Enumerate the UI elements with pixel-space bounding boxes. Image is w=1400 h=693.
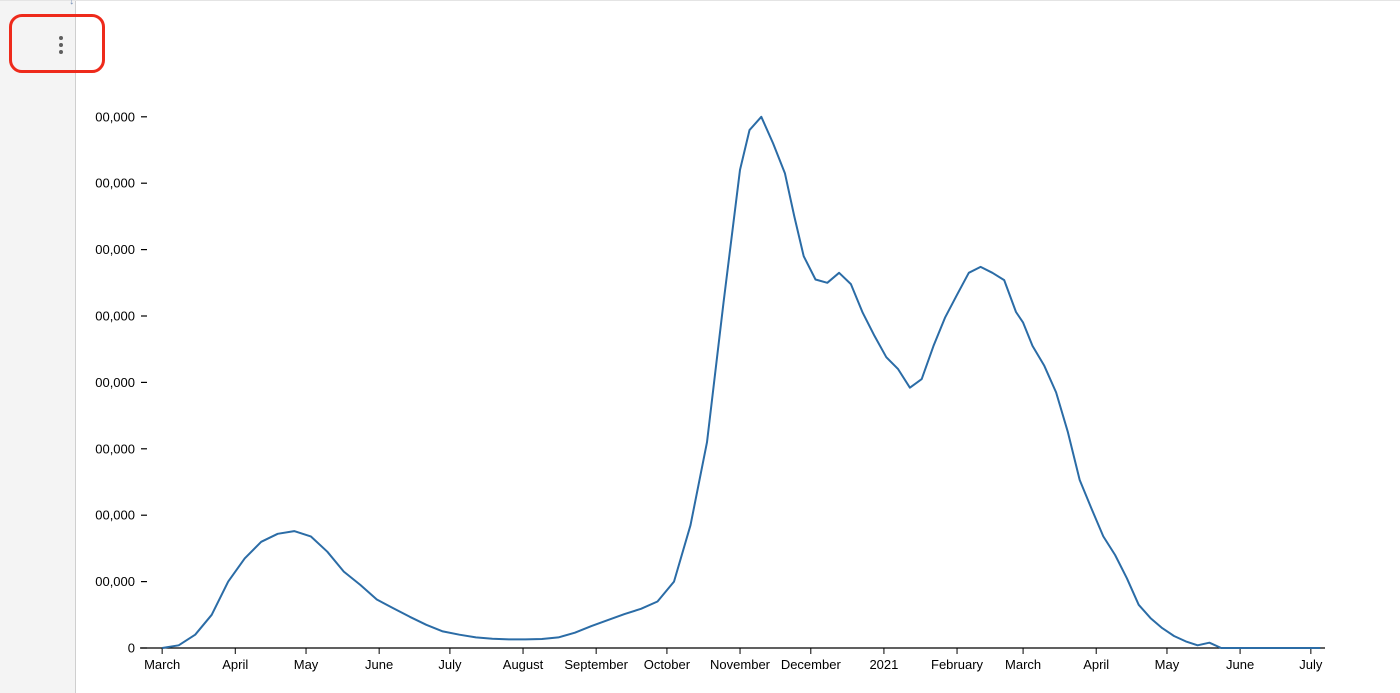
y-tick-label: 00,000: [95, 574, 135, 589]
x-tick-label: June: [365, 657, 393, 672]
y-tick-label: 00,000: [95, 309, 135, 324]
x-tick-label: October: [644, 657, 691, 672]
more-vertical-icon: [59, 36, 63, 40]
x-tick-label: July: [1299, 657, 1323, 672]
x-tick-label: March: [144, 657, 180, 672]
down-arrow-icon: ↓: [69, 0, 75, 7]
x-tick-label: August: [503, 657, 544, 672]
y-tick-label: 00,000: [95, 375, 135, 390]
plot-area: [162, 115, 1321, 649]
series-line: [162, 115, 1321, 649]
more-vertical-icon-dot: [59, 43, 63, 47]
more-options-button[interactable]: [44, 28, 78, 62]
y-tick-label: 00,000: [95, 176, 135, 191]
x-tick-label: March: [1005, 657, 1041, 672]
x-tick-label: July: [438, 657, 462, 672]
x-tick-label: 2021: [869, 657, 898, 672]
y-tick-label: 00,000: [95, 109, 135, 124]
y-axis: 0 00,000 00,000 00,000 00,000 00,000 00,000 00,…: [95, 109, 147, 656]
y-tick-label: 00,000: [95, 508, 135, 523]
x-tick-label: November: [710, 657, 771, 672]
x-tick-label: May: [294, 657, 319, 672]
y-tick-label: 0: [128, 641, 135, 656]
x-axis: March April May June July August September Octo…: [140, 647, 1325, 672]
more-vertical-icon-dot: [59, 50, 63, 54]
x-tick-label: April: [1083, 657, 1109, 672]
x-tick-label: December: [781, 657, 842, 672]
x-tick-label: April: [222, 657, 248, 672]
x-tick-label: February: [931, 657, 984, 672]
y-tick-label: 00,000: [95, 242, 135, 257]
side-gutter: [0, 0, 76, 693]
top-rule: [0, 0, 1400, 1]
x-tick-label: June: [1226, 657, 1254, 672]
x-tick-label: September: [564, 657, 628, 672]
y-tick-label: 00,000: [95, 441, 135, 456]
x-tick-label: May: [1155, 657, 1180, 672]
